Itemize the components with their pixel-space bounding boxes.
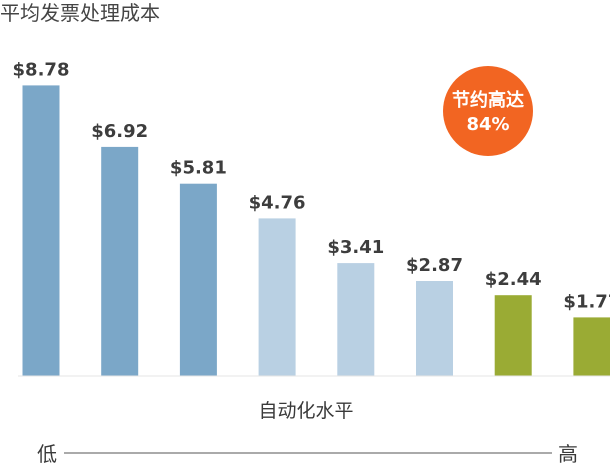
bar-5 bbox=[337, 263, 375, 376]
bar-2 bbox=[101, 146, 139, 376]
bar-1 bbox=[22, 85, 60, 377]
bar-3 bbox=[179, 183, 217, 376]
bar-4 bbox=[258, 218, 296, 376]
bar-value-label-5: $3.41 bbox=[327, 237, 384, 258]
bar-6 bbox=[416, 281, 453, 376]
value-labels-group: $8.78 $6.92 $5.81 $4.76 $3.41 $2.87 $2.44 $1.77 bbox=[13, 59, 610, 312]
savings-callout-line1: 节约高达 bbox=[452, 89, 524, 111]
savings-callout-line2: 84% bbox=[466, 114, 509, 135]
bar-value-label-3: $5.81 bbox=[170, 158, 227, 179]
savings-callout-circle bbox=[443, 66, 533, 156]
bar-value-label-4: $4.76 bbox=[249, 192, 306, 213]
bar-value-label-2: $6.92 bbox=[91, 121, 148, 142]
bar-7 bbox=[494, 295, 532, 376]
bars-group bbox=[22, 85, 610, 377]
bar-8 bbox=[573, 317, 610, 376]
bar-value-label-8: $1.77 bbox=[563, 291, 610, 312]
x-axis-label: 自动化水平 bbox=[258, 400, 353, 422]
bar-value-label-6: $2.87 bbox=[406, 255, 463, 276]
axis-low-label: 低 bbox=[37, 442, 57, 466]
chart-title: 平均发票处理成本 bbox=[0, 1, 160, 25]
bar-value-label-1: $8.78 bbox=[13, 59, 70, 80]
bar-value-label-7: $2.44 bbox=[485, 269, 542, 290]
axis-high-label: 高 bbox=[558, 442, 578, 466]
